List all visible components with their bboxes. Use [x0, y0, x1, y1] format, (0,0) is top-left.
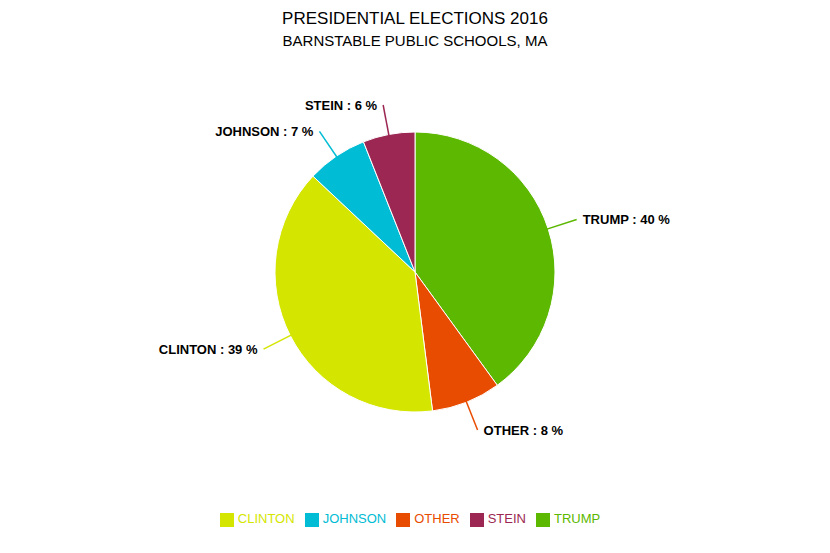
- html-text:BARNSTABLE PUBLIC SCHOOLS, MA: BARNSTABLE PUBLIC SCHOOLS, MA: [282, 32, 548, 49]
- html-text:PRESIDENTIAL ELECTIONS 2016: PRESIDENTIAL ELECTIONS 2016: [282, 9, 548, 28]
- html-text:CLINTON: CLINTON: [237, 511, 295, 527]
- svg-text:CLINTON : 39 %: CLINTON : 39 %: [159, 342, 258, 357]
- svg-text:STEIN : 6 %: STEIN : 6 %: [305, 98, 378, 113]
- html-text:OTHER: OTHER: [414, 511, 460, 527]
- html-text:STEIN: STEIN: [487, 511, 526, 527]
- svg-text:TRUMP : 40 %: TRUMP : 40 %: [583, 212, 671, 227]
- svg-text:JOHNSON : 7 %: JOHNSON : 7 %: [215, 124, 314, 139]
- svg-text:OTHER : 8 %: OTHER : 8 %: [484, 423, 564, 438]
- html-text:TRUMP: TRUMP: [554, 511, 601, 527]
- html-text:JOHNSON: JOHNSON: [322, 511, 387, 527]
